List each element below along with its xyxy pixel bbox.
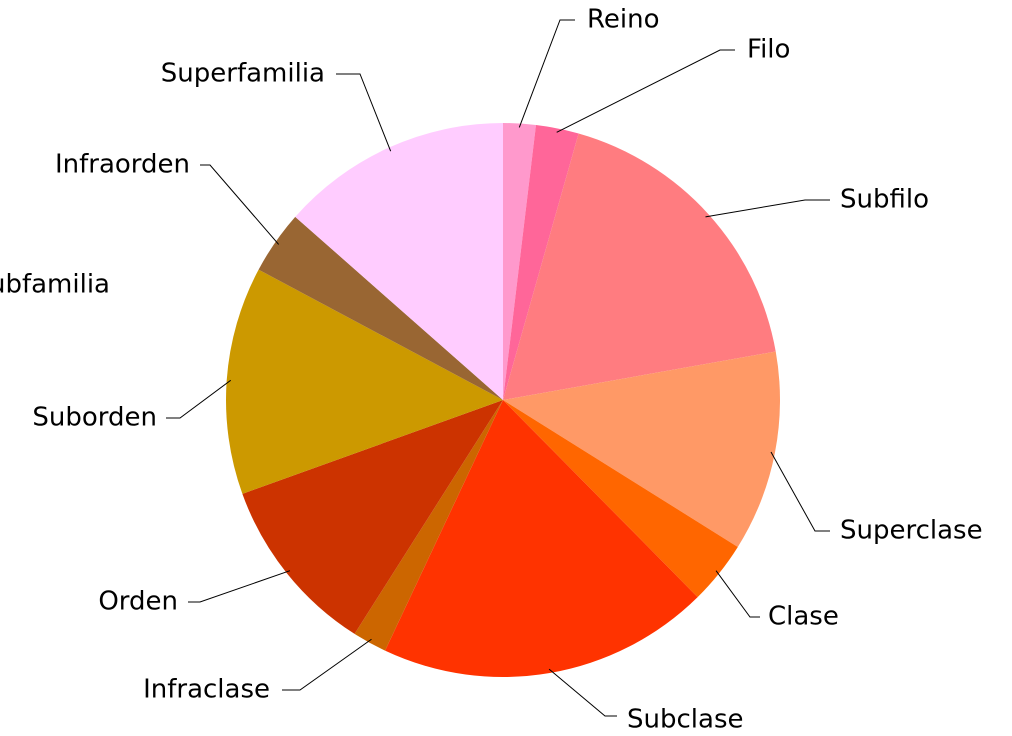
slice-label: Infraorden xyxy=(55,150,190,180)
pie-slice xyxy=(295,123,503,400)
pie-slice xyxy=(503,124,579,400)
leader-line xyxy=(200,164,280,245)
pie-slice xyxy=(503,400,738,598)
slice-label: Subfamilia xyxy=(0,270,110,300)
leader-line xyxy=(336,73,392,152)
pie-slice xyxy=(503,123,536,400)
slice-label: Subfilo xyxy=(840,185,929,215)
leader-line xyxy=(705,199,830,218)
slice-label: Orden xyxy=(98,587,178,617)
slice-label: Infraclase xyxy=(143,675,270,705)
pie-slice xyxy=(503,351,780,547)
leader-line xyxy=(556,49,735,133)
slice-label: Suborden xyxy=(32,403,157,433)
pie-slice xyxy=(354,400,503,651)
pie-slice xyxy=(385,400,698,677)
slice-label: Filo xyxy=(747,35,790,65)
slice-label: Reino xyxy=(587,5,660,35)
leader-line xyxy=(282,638,372,691)
pie-slice xyxy=(503,133,776,400)
leader-line xyxy=(770,451,830,532)
pie-slice xyxy=(242,400,503,634)
slice-label: Superfamilia xyxy=(161,59,325,89)
slice-label: Superclase xyxy=(840,516,983,546)
pie-slice xyxy=(258,216,503,400)
leader-line xyxy=(715,570,760,618)
leader-line xyxy=(518,19,575,128)
slice-label: Clase xyxy=(768,602,839,632)
slice-label: Subclase xyxy=(627,705,743,735)
leader-line xyxy=(548,668,617,717)
leader-line xyxy=(166,379,232,419)
leader-line xyxy=(188,570,291,603)
pie-slice xyxy=(225,269,503,494)
